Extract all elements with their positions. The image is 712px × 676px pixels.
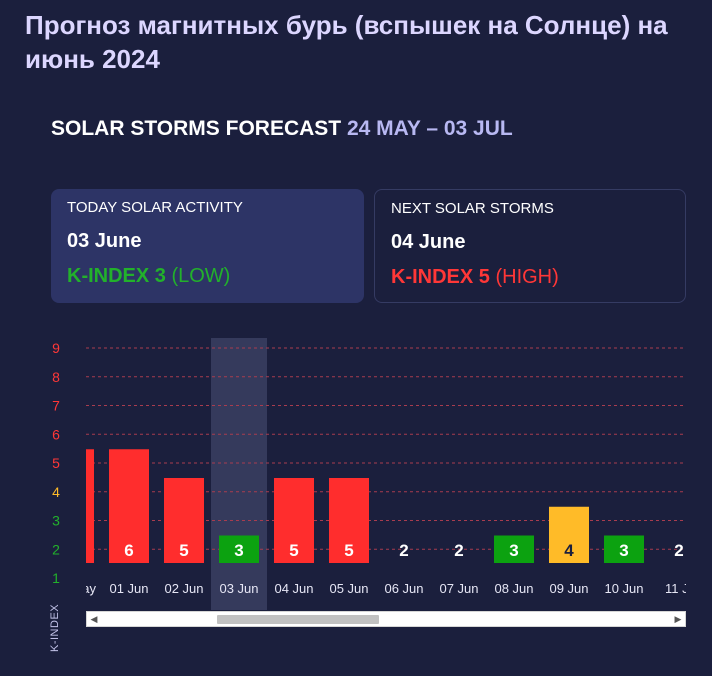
bar	[329, 478, 369, 563]
next-storms-card: NEXT SOLAR STORMS 04 June K-INDEX 5 (HIG…	[374, 189, 686, 303]
y-axis-label: K-INDEX	[49, 603, 61, 652]
today-activity-card: TODAY SOLAR ACTIVITY 03 June K-INDEX 3 (…	[51, 189, 364, 303]
bar-value-label: 3	[509, 541, 518, 560]
bar	[274, 478, 314, 563]
forecast-date-range: 24 MAY – 03 JUL	[346, 117, 513, 140]
forecast-heading-label: SOLAR STORMS FORECAST	[51, 117, 342, 140]
bar-value-label: 5	[344, 541, 353, 560]
kindex-chart: 1 2 3 4 5 6 7 8 9 6 6 5 3 5 5 2 2 3 4 3 2 ay 01 Jun 02 Jun 03 Ju…	[0, 330, 712, 676]
bar-value-label: 6	[69, 541, 78, 560]
y-tick-label: 1	[52, 570, 60, 586]
today-card-date: 03 June	[67, 230, 142, 252]
bar-value-label: 6	[124, 541, 133, 560]
bar-value-label: 2	[454, 541, 463, 560]
x-tick-label: 08 Jun	[494, 581, 533, 596]
y-tick-label: 9	[52, 340, 60, 356]
bars-group: 6 6 5 3 5 5 2 2 3 4 3 2	[69, 449, 684, 563]
x-tick-label: 04 Jun	[274, 581, 313, 596]
bar-value-label: 4	[564, 541, 574, 560]
x-tick-label: 02 Jun	[164, 581, 203, 596]
today-kindex-value: K-INDEX 3	[67, 265, 166, 287]
today-highlight-column	[211, 338, 267, 610]
next-kindex-value: K-INDEX 5	[391, 266, 490, 288]
bar	[86, 449, 94, 563]
scroll-right-icon[interactable]: ▶	[674, 614, 682, 624]
x-tick-label: 11 Ju	[665, 581, 696, 596]
y-tick-label: 2	[52, 541, 60, 557]
today-card-kindex: K-INDEX 3 (LOW)	[67, 264, 348, 288]
chart-horizontal-scrollbar[interactable]: ◀ ▶	[86, 611, 686, 627]
page-title: Прогноз магнитных бурь (вспышек на Солнц…	[25, 10, 668, 74]
bar	[164, 478, 204, 563]
y-tick-label: 8	[52, 369, 60, 385]
x-tick-label: 06 Jun	[384, 581, 423, 596]
bar-value-label: 3	[619, 541, 628, 560]
x-tick-labels: ay 01 Jun 02 Jun 03 Jun 04 Jun 05 Jun 06 Jun 07…	[82, 581, 696, 596]
y-tick-label: 5	[52, 455, 60, 471]
x-tick-label: ay	[82, 581, 96, 596]
bar-value-label: 5	[289, 541, 298, 560]
next-card-kindex: K-INDEX 5 (HIGH)	[391, 265, 669, 289]
bar	[494, 535, 534, 563]
bar-value-label: 5	[179, 541, 188, 560]
next-card-label: NEXT SOLAR STORMS	[391, 200, 554, 217]
forecast-heading: SOLAR STORMS FORECAST 24 MAY – 03 JUL	[51, 117, 513, 141]
bar	[604, 535, 644, 563]
x-tick-label: 03 Jun	[219, 581, 258, 596]
bar-value-label: 2	[674, 541, 683, 560]
y-tick-label: 7	[52, 398, 60, 414]
kindex-chart-svg: 1 2 3 4 5 6 7 8 9 6 6 5 3 5 5 2 2 3 4 3 2 ay 01 Jun 02 Jun 03 Ju…	[52, 338, 696, 610]
bar	[219, 535, 259, 563]
y-tick-label: 4	[52, 484, 60, 500]
today-kindex-level: (LOW)	[171, 265, 231, 287]
x-tick-label: 05 Jun	[329, 581, 368, 596]
y-tick-label: 3	[52, 513, 60, 529]
x-tick-label: 01 Jun	[109, 581, 148, 596]
scrollbar-thumb[interactable]	[217, 615, 379, 624]
bar-value-label: 3	[234, 541, 243, 560]
x-tick-label: 10 Jun	[604, 581, 643, 596]
scroll-left-icon[interactable]: ◀	[90, 614, 98, 624]
x-tick-label: 07 Jun	[439, 581, 478, 596]
bar	[109, 449, 149, 563]
next-card-date: 04 June	[391, 231, 466, 253]
next-kindex-level: (HIGH)	[495, 266, 559, 288]
today-card-label: TODAY SOLAR ACTIVITY	[67, 199, 243, 216]
y-tick-label: 6	[52, 426, 60, 442]
x-tick-label: 09 Jun	[549, 581, 588, 596]
bar	[549, 506, 589, 563]
bar-value-label: 2	[399, 541, 408, 560]
